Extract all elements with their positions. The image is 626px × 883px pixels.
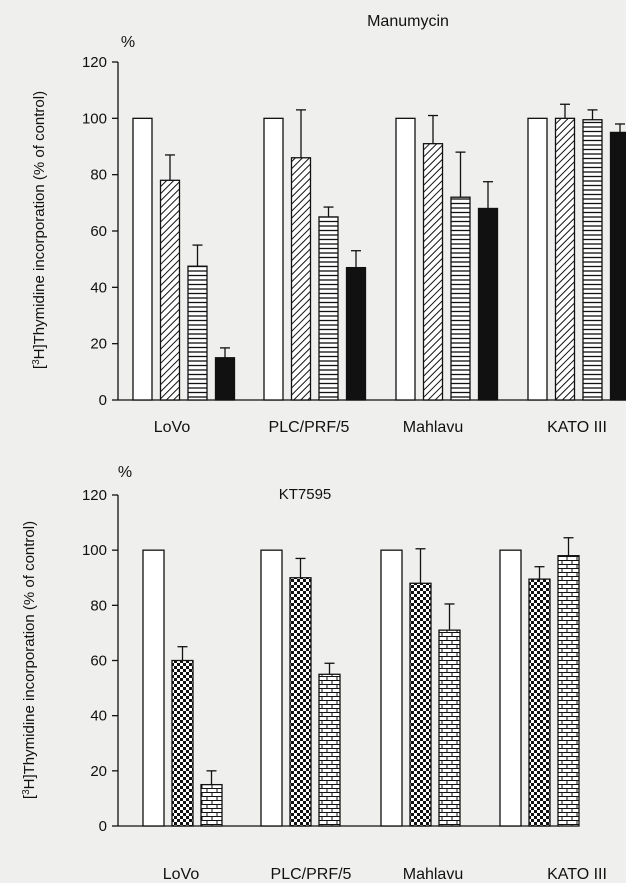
bar xyxy=(260,549,283,827)
bar xyxy=(318,673,341,827)
bar xyxy=(557,555,580,827)
y-tick-label: 20 xyxy=(90,336,107,353)
bar xyxy=(422,143,444,401)
bar xyxy=(380,549,403,827)
bar xyxy=(200,783,223,827)
bar xyxy=(528,578,551,827)
y-tick-label: 80 xyxy=(90,167,107,184)
y-tick-label: 100 xyxy=(82,542,107,559)
bar xyxy=(409,582,432,827)
bar xyxy=(609,131,626,401)
y-axis-label: [3H]Thymidine incorporation (% of contro… xyxy=(31,91,49,369)
y-tick-label: 60 xyxy=(90,223,107,240)
y-tick-label: 120 xyxy=(82,487,107,504)
y-tick-label: 20 xyxy=(90,763,107,780)
bar xyxy=(132,117,153,401)
x-tick-label: KATO III xyxy=(547,866,607,883)
x-tick-label: KATO III xyxy=(547,419,607,436)
plot-area: 0 20 40 60 80 100 120 LoVo PLC/PRF/5 Mahlavu KATO … xyxy=(82,54,626,436)
y-tick-label: 0 xyxy=(99,392,107,409)
y-tick-label: 100 xyxy=(82,110,107,127)
bar xyxy=(477,207,499,401)
x-tick-label: PLC/PRF/5 xyxy=(269,419,350,436)
x-tick-label: Mahlavu xyxy=(403,419,463,436)
bar xyxy=(289,577,312,827)
y-axis-label: [3H]Thymidine incorporation (% of contro… xyxy=(21,521,39,799)
bar xyxy=(263,117,284,401)
y-tick-label: 40 xyxy=(90,708,107,725)
x-tick-label: LoVo xyxy=(154,419,191,436)
bar xyxy=(450,196,471,401)
bar xyxy=(499,549,522,827)
bar xyxy=(290,157,312,401)
y-unit-label: % xyxy=(121,34,135,51)
bar xyxy=(554,117,576,401)
y-tick-label: 120 xyxy=(82,54,107,71)
bar xyxy=(438,629,461,827)
chart-kt7595: KT7595 % [3H]Thymidine incorporation (% … xyxy=(21,464,607,883)
bar xyxy=(142,549,165,827)
chart-title: Manumycin xyxy=(367,13,449,30)
bar xyxy=(582,119,603,401)
bar xyxy=(187,265,208,401)
y-tick-label: 0 xyxy=(99,818,107,835)
bar xyxy=(527,117,548,401)
chart-manumycin: Manumycin % [3H]Thymidine incorporation … xyxy=(31,13,626,436)
x-tick-label: Mahlavu xyxy=(403,866,463,883)
y-tick-label: 80 xyxy=(90,597,107,614)
x-tick-label: LoVo xyxy=(163,866,200,883)
y-tick-label: 40 xyxy=(90,279,107,296)
bar xyxy=(395,117,416,401)
bar xyxy=(214,357,236,401)
chart-title: KT7595 xyxy=(279,486,332,503)
bar xyxy=(318,216,339,401)
bar xyxy=(171,659,194,827)
bar xyxy=(159,179,181,401)
y-unit-label: % xyxy=(118,464,132,481)
plot-area: 0 20 40 60 80 100 120 LoVo PLC/PRF/5 Mahlavu KATO … xyxy=(82,487,607,883)
bar xyxy=(345,266,367,401)
x-tick-label: PLC/PRF/5 xyxy=(271,866,352,883)
y-tick-label: 60 xyxy=(90,653,107,670)
